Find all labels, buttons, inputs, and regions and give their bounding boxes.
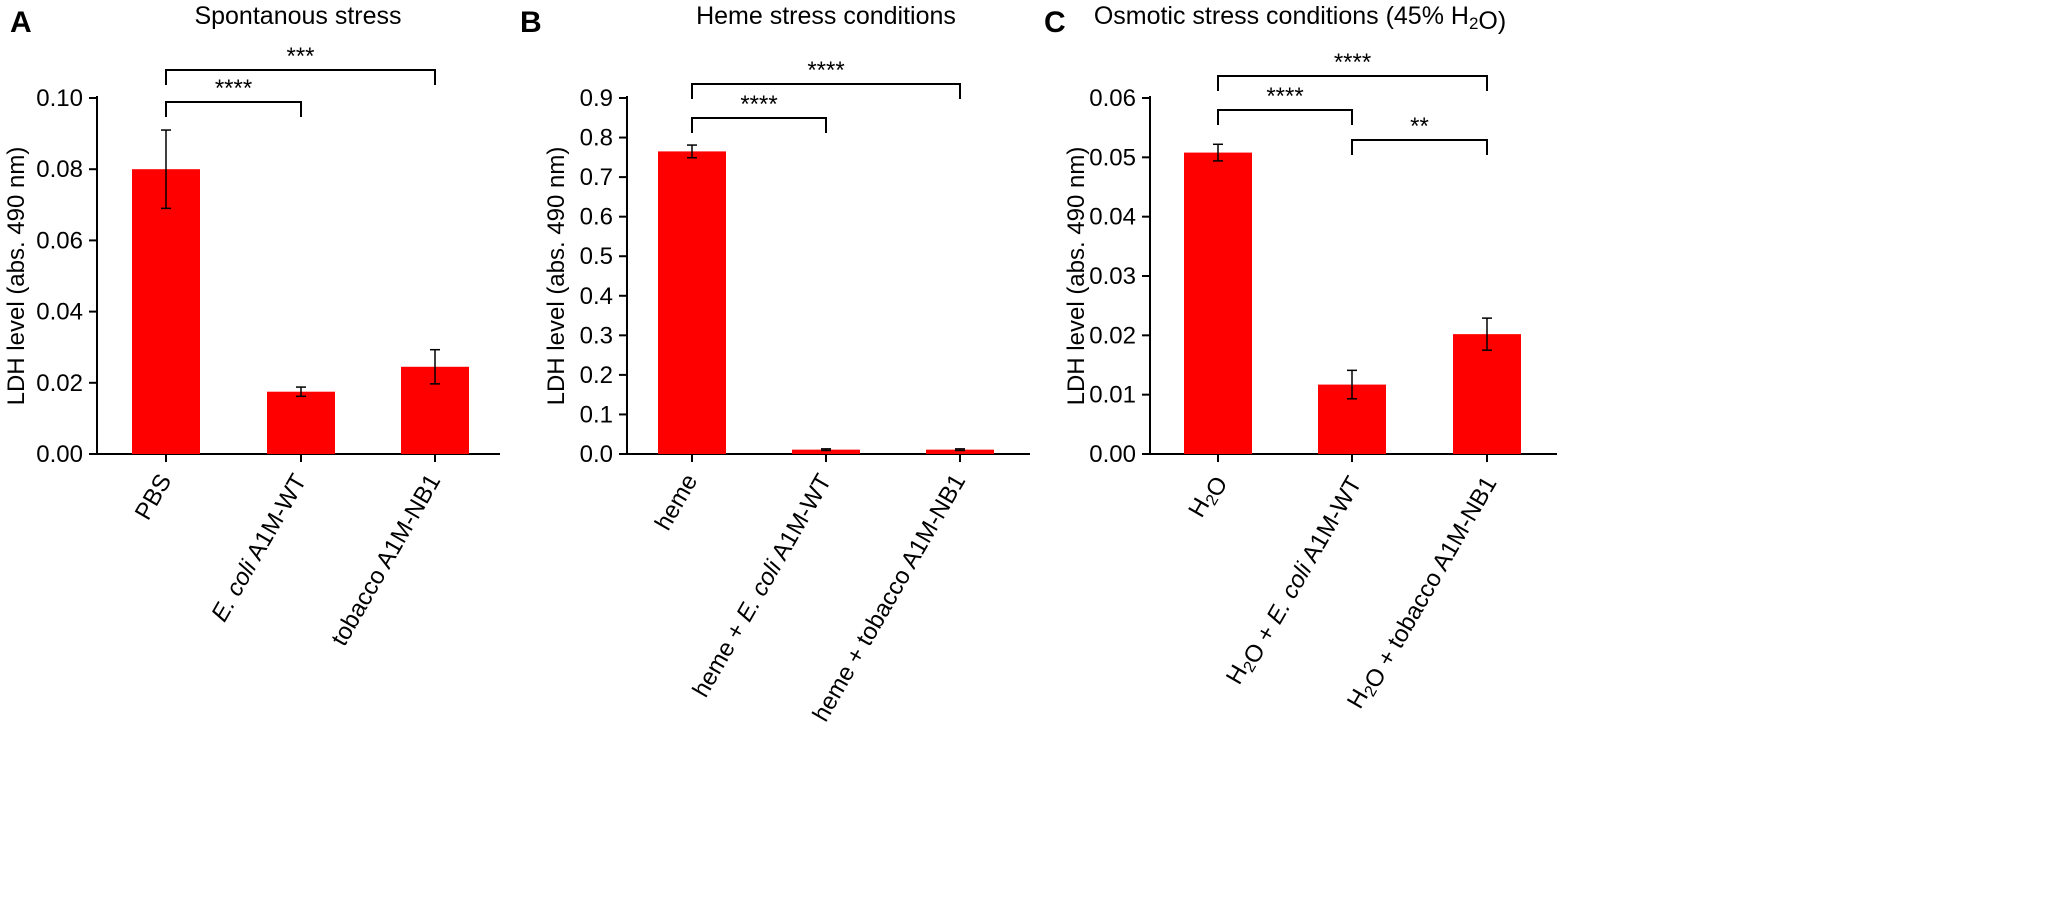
y-tick-label: 0.03	[1089, 263, 1136, 290]
significance-label: ****	[1266, 83, 1303, 110]
y-tick-label: 0.02	[1089, 322, 1136, 349]
bar	[267, 391, 335, 454]
bar	[1453, 334, 1521, 454]
y-tick-label: 0.01	[1089, 382, 1136, 409]
y-tick-label: 0.6	[580, 204, 613, 231]
significance-bracket	[1217, 109, 1353, 125]
significance-label: **	[1410, 113, 1429, 140]
panel-letter: C	[1044, 6, 1066, 39]
y-tick-label: 0.3	[580, 322, 613, 349]
significance-bracket	[165, 101, 302, 117]
panel-title: Osmotic stress conditions (45% H2O)	[1094, 2, 1506, 35]
panel-a: A Spontanous stress LDH level (abs. 490 nm…	[3, 2, 500, 651]
significance-label: ****	[215, 75, 252, 102]
panel-c: C Osmotic stress conditions (45% H2O) LDH …	[1044, 2, 1557, 716]
bar	[1184, 152, 1252, 454]
y-axis-label: LDH level (abs. 490 nm)	[543, 147, 570, 406]
x-tick-label: heme + tobacco A1M-NB1	[807, 470, 971, 727]
y-tick-label: 0.05	[1089, 144, 1136, 171]
bar	[926, 449, 994, 454]
y-tick-label: 0.9	[580, 85, 613, 112]
x-tick-label: H2O + E. coli A1M-WT	[1221, 469, 1368, 691]
y-tick-label: 0.1	[580, 401, 613, 428]
y-tick-label: 0.8	[580, 125, 613, 152]
y-tick-label: 0.00	[1089, 441, 1136, 468]
y-tick-label: 0.7	[580, 164, 613, 191]
x-tick-label: heme	[650, 470, 703, 536]
panel-title: Heme stress conditions	[696, 2, 956, 30]
y-tick-label: 0.06	[1089, 85, 1136, 112]
y-tick-label: 0.2	[580, 362, 613, 389]
y-tick-label: 0.04	[36, 299, 83, 326]
significance-bracket	[691, 83, 961, 99]
bar	[132, 169, 200, 454]
y-tick-label: 0.06	[36, 227, 83, 254]
y-tick-label: 0.08	[36, 156, 83, 183]
panel-letter: B	[520, 6, 542, 39]
significance-label: ***	[286, 43, 314, 70]
y-axis-label: LDH level (abs. 490 nm)	[3, 147, 30, 406]
x-tick-label: E. coli A1M-WT	[206, 469, 312, 626]
significance-bracket	[691, 117, 827, 133]
significance-bracket	[1351, 139, 1488, 155]
y-tick-label: 0.04	[1089, 204, 1136, 231]
panel-title: Spontanous stress	[194, 2, 401, 30]
bar	[792, 449, 860, 454]
significance-bracket	[1217, 75, 1488, 91]
x-tick-label: H2O	[1183, 470, 1233, 525]
bar	[658, 151, 726, 454]
y-axis-label: LDH level (abs. 490 nm)	[1063, 147, 1090, 406]
significance-label: ****	[1334, 49, 1371, 76]
significance-label: ****	[807, 57, 844, 84]
y-tick-label: 0.0	[580, 441, 613, 468]
y-tick-label: 0.00	[36, 441, 83, 468]
y-tick-label: 0.02	[36, 370, 83, 397]
significance-bracket	[165, 69, 436, 85]
significance-label: ****	[740, 91, 777, 118]
x-tick-label: heme + E. coli A1M-WT	[687, 469, 837, 702]
panel-letter: A	[10, 6, 32, 39]
y-tick-label: 0.10	[36, 85, 83, 112]
x-tick-label: H2O + tobacco A1M-NB1	[1342, 470, 1503, 716]
y-tick-label: 0.5	[580, 243, 613, 270]
x-tick-label: PBS	[130, 470, 177, 525]
panel-b: B Heme stress conditions LDH level (abs. 4…	[520, 2, 1030, 726]
y-tick-label: 0.4	[580, 283, 613, 310]
x-tick-label: tobacco A1M-NB1	[326, 470, 446, 651]
